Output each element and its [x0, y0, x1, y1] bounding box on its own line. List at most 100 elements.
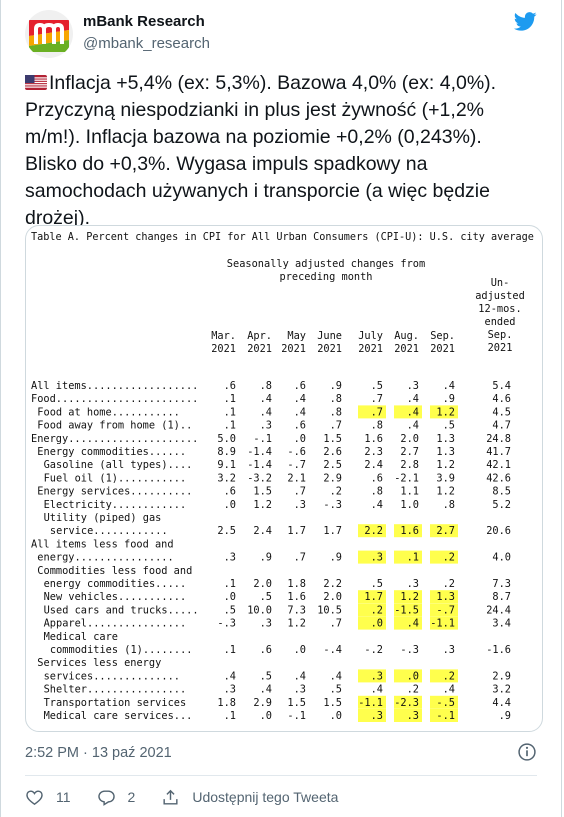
- table-cell: .6: [294, 420, 306, 432]
- table-cell: 1.2: [253, 499, 272, 511]
- table-cell: .9: [260, 552, 272, 564]
- highlight-mark: [358, 603, 386, 617]
- share-button[interactable]: Udostępnij tego Tweeta: [161, 788, 338, 807]
- tweet-date[interactable]: 13 paź 2021: [91, 745, 172, 761]
- author-handle[interactable]: @mbank_research: [83, 35, 210, 52]
- table-cell: 2.4: [364, 459, 383, 471]
- table-cell: 3.9: [436, 472, 455, 484]
- author-avatar[interactable]: [25, 10, 73, 58]
- table-cell: 2.2: [364, 525, 383, 537]
- table-cell: .0: [224, 499, 236, 511]
- year-header: 2021: [247, 343, 272, 355]
- table-cell: .3: [224, 552, 236, 564]
- table-cell: .4: [260, 684, 272, 696]
- table-cell: .6: [294, 380, 306, 392]
- unadjusted-header-line: 12-mos.: [478, 303, 521, 315]
- table-cell: 2.2: [323, 578, 342, 590]
- table-cell: .8: [330, 406, 342, 418]
- row-label: services..............: [44, 670, 180, 682]
- table-cell: .6: [371, 472, 383, 484]
- table-cell: .2: [443, 670, 455, 682]
- reply-bubble-icon: [97, 789, 115, 806]
- table-cell: .9: [443, 393, 455, 405]
- table-cell: .4: [224, 670, 236, 682]
- table-cell: 2.7: [436, 525, 455, 537]
- table-cell: 2.7: [400, 446, 419, 458]
- table-cell: 2.0: [323, 591, 342, 603]
- twitter-bird-icon[interactable]: [514, 12, 537, 31]
- highlight-mark: [358, 616, 386, 630]
- share-label: Udostępnij tego Tweeta: [192, 789, 339, 805]
- table-cell: 5.2: [492, 499, 511, 511]
- tweet-line: samochodach używanych i transporcie (a w…: [25, 180, 490, 202]
- table-cell: 1.3: [436, 446, 455, 458]
- month-header: Aug.: [394, 330, 419, 342]
- highlight-mark: [358, 669, 386, 683]
- table-cell: .5: [330, 684, 342, 696]
- table-cell: -.3: [400, 644, 419, 656]
- table-cell: .2: [443, 578, 455, 590]
- table-cell: 41.7: [486, 446, 511, 458]
- table-cell: .0: [330, 710, 342, 722]
- table-cell: 1.6: [287, 591, 306, 603]
- reply-button[interactable]: 2: [97, 788, 135, 807]
- table-cell: .5: [443, 420, 455, 432]
- share-upload-icon: [163, 789, 178, 805]
- like-count: 11: [56, 789, 71, 805]
- row-label: Energy services..........: [37, 486, 192, 498]
- table-cell: .9: [499, 710, 511, 722]
- table-cell: .4: [260, 393, 272, 405]
- table-cell: 1.2: [400, 591, 419, 603]
- row-label: Food at home...........: [37, 406, 180, 418]
- table-cell: 3.4: [492, 618, 511, 630]
- table-cell: .0: [260, 710, 272, 722]
- highlight-mark: [394, 590, 422, 604]
- table-cell: -.1: [253, 433, 272, 445]
- row-label: Food away from home (1)..: [37, 420, 192, 432]
- table-cell: 5.4: [492, 380, 511, 392]
- row-label: Fuel oil (1)...........: [44, 472, 187, 484]
- cpi-table-figure: Table A. Percent changes in CPI for All …: [31, 232, 534, 722]
- table-cell: 1.5: [323, 433, 342, 445]
- table-cell: .3: [260, 618, 272, 630]
- table-cell: 1.3: [436, 591, 455, 603]
- table-cell: .8: [330, 393, 342, 405]
- tweet-image-cpi-table[interactable]: Table A. Percent changes in CPI for All …: [25, 225, 543, 732]
- table-cell: 1.8: [287, 578, 306, 590]
- table-cell: 2.4: [253, 525, 272, 537]
- year-header: 2021: [358, 343, 383, 355]
- table-cell: .4: [407, 393, 419, 405]
- table-cell: 1.5: [253, 486, 272, 498]
- table-cell: .2: [371, 604, 383, 616]
- highlight-mark: [394, 405, 422, 419]
- table-cell: -1.6: [486, 644, 511, 656]
- like-button[interactable]: 11: [25, 788, 71, 807]
- table-cell: 2.8: [400, 459, 419, 471]
- table-cell: 4.5: [492, 406, 511, 418]
- table-cell: .3: [407, 710, 419, 722]
- table-cell: .6: [224, 486, 236, 498]
- table-cell: 24.8: [486, 433, 511, 445]
- table-cell: .5: [371, 380, 383, 392]
- table-cell: 2.9: [323, 472, 342, 484]
- tweet-time[interactable]: 2:52 PM: [25, 745, 79, 761]
- table-cell: 1.5: [287, 697, 306, 709]
- highlight-mark: [394, 669, 422, 683]
- table-cell: .1: [224, 393, 236, 405]
- highlight-mark: [430, 603, 458, 617]
- table-cell: .5: [260, 591, 272, 603]
- info-icon[interactable]: [517, 742, 537, 762]
- table-cell: 1.0: [400, 499, 419, 511]
- table-cell: 2.5: [217, 525, 236, 537]
- table-cell: 4.4: [492, 697, 511, 709]
- author-name[interactable]: mBank Research: [83, 13, 205, 30]
- table-cell: 1.2: [436, 486, 455, 498]
- table-cell: 2.9: [492, 670, 511, 682]
- table-cell: 2.3: [364, 446, 383, 458]
- tweet-actions: 11 2 Udostępnij tego Tweeta: [25, 786, 364, 808]
- table-cell: .4: [443, 380, 455, 392]
- table-cell: .4: [371, 499, 383, 511]
- table-cell: .7: [294, 486, 306, 498]
- row-label: Electricity............: [44, 499, 187, 511]
